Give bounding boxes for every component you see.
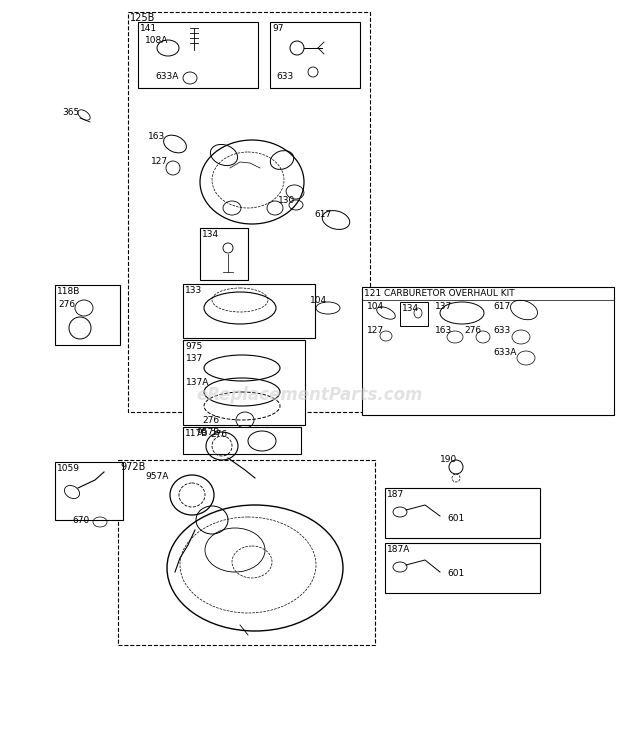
Text: 133: 133 (185, 286, 202, 295)
Text: 134: 134 (202, 230, 219, 239)
Text: 108A: 108A (145, 36, 169, 45)
Text: 187: 187 (387, 490, 404, 499)
Text: 117B: 117B (185, 429, 208, 438)
Text: 127: 127 (367, 326, 384, 335)
Text: 137: 137 (186, 354, 203, 363)
Text: eReplacementParts.com: eReplacementParts.com (197, 386, 423, 404)
Text: 601: 601 (447, 569, 464, 578)
Text: 633: 633 (493, 326, 510, 335)
Text: 130: 130 (278, 196, 295, 205)
Text: 670: 670 (72, 516, 89, 525)
Text: 141: 141 (140, 24, 157, 33)
Bar (128, 12, 370, 412)
Text: 975: 975 (185, 342, 202, 351)
Text: 190: 190 (440, 455, 457, 464)
Bar (55, 285, 120, 345)
Bar (183, 284, 315, 338)
Text: 121 CARBURETOR OVERHAUL KIT: 121 CARBURETOR OVERHAUL KIT (364, 289, 515, 298)
Text: 163: 163 (148, 132, 166, 141)
Bar (138, 22, 258, 88)
Text: 163: 163 (435, 326, 452, 335)
Text: 633A: 633A (155, 72, 179, 81)
Text: 617: 617 (314, 210, 331, 219)
Text: 97: 97 (272, 24, 283, 33)
Text: 137A: 137A (186, 378, 210, 387)
Bar (200, 228, 248, 280)
Text: 127: 127 (151, 157, 168, 166)
Text: 137: 137 (435, 302, 452, 311)
Text: 276: 276 (464, 326, 481, 335)
Text: 601: 601 (447, 514, 464, 523)
Text: 276: 276 (210, 430, 227, 439)
Text: 118B: 118B (57, 287, 81, 296)
Text: 104: 104 (367, 302, 384, 311)
Text: 104: 104 (310, 296, 327, 305)
Text: 617: 617 (493, 302, 510, 311)
Text: 365: 365 (62, 108, 79, 117)
Text: 125B: 125B (130, 13, 156, 23)
Text: 633: 633 (276, 72, 293, 81)
Bar (183, 340, 305, 425)
Text: 972B: 972B (120, 462, 145, 472)
Text: 134: 134 (402, 304, 419, 313)
Text: 1059: 1059 (57, 464, 80, 473)
Text: 276: 276 (202, 416, 219, 425)
Bar (55, 462, 123, 520)
Text: 633A: 633A (493, 348, 516, 357)
Text: 187A: 187A (387, 545, 410, 554)
Bar (385, 488, 540, 538)
Bar (118, 460, 375, 645)
Bar (400, 302, 428, 326)
Text: 957B: 957B (196, 428, 219, 437)
Text: 276: 276 (58, 300, 75, 309)
Bar (362, 287, 614, 415)
Bar (270, 22, 360, 88)
Bar (183, 427, 301, 454)
Bar (385, 543, 540, 593)
Text: 957A: 957A (145, 472, 169, 481)
